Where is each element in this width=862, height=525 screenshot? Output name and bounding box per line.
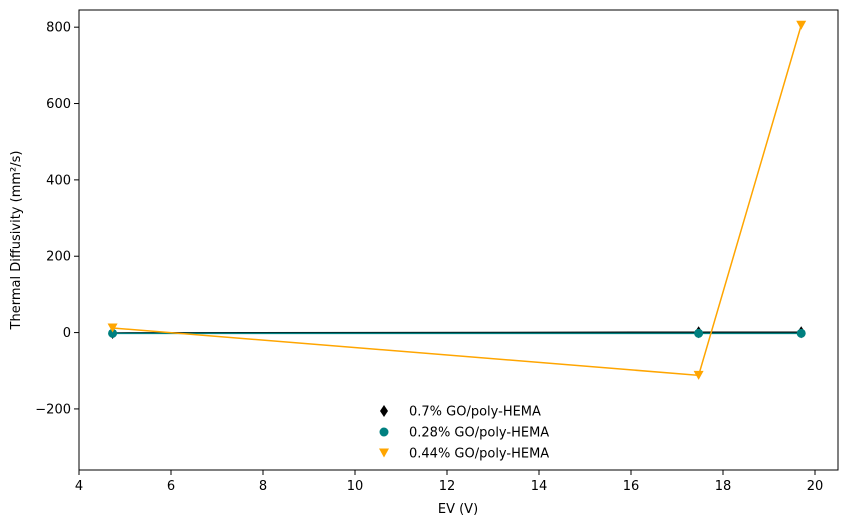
- y-tick-label-0: −200: [35, 402, 71, 417]
- data-point-s1-0: [108, 328, 118, 338]
- axes-frame: [78, 9, 839, 471]
- y-tick-label-2: 200: [46, 250, 71, 265]
- legend-label-2: 0.44% GO/poly-HEMA: [409, 447, 549, 462]
- y-tick-label-4: 600: [46, 97, 71, 112]
- x-tick-label-8: 20: [807, 479, 824, 494]
- x-tick-label-0: 4: [75, 479, 83, 494]
- series-line-2: [112, 25, 802, 377]
- x-tick-label-1: 6: [167, 479, 175, 494]
- legend-marker-1: [379, 427, 389, 437]
- axes: 4 6 8 10 12 14 16 18 20 −200 0 200 400 600 800: [35, 9, 839, 494]
- x-tick-label-3: 10: [347, 479, 364, 494]
- x-tick-label-5: 14: [531, 479, 548, 494]
- plot-area: [107, 20, 807, 380]
- legend: 0.7% GO/poly-HEMA 0.28% GO/poly-HEMA 0.44%…: [379, 405, 549, 462]
- x-tick-label-2: 8: [259, 479, 267, 494]
- data-point-s2-1: [693, 370, 704, 380]
- x-tick-label-4: 12: [439, 479, 456, 494]
- y-tick-label-1: 0: [63, 326, 71, 341]
- y-tick-label-5: 800: [46, 21, 71, 36]
- x-axis-label: EV (V): [438, 502, 478, 517]
- y-axis-label: Thermal Diffusivity (mm²/s): [9, 151, 24, 331]
- data-point-s2-0: [107, 323, 118, 333]
- x-tick-label-6: 16: [623, 479, 640, 494]
- data-point-s1-2: [796, 328, 806, 338]
- legend-label-0: 0.7% GO/poly-HEMA: [409, 405, 541, 420]
- data-point-s1-1: [694, 328, 704, 338]
- legend-label-1: 0.28% GO/poly-HEMA: [409, 426, 549, 441]
- data-point-s2-2: [796, 20, 807, 30]
- y-tick-label-3: 400: [46, 173, 71, 188]
- legend-marker-2: [379, 448, 389, 458]
- x-tick-label-7: 18: [715, 479, 732, 494]
- legend-marker-0: [380, 405, 388, 417]
